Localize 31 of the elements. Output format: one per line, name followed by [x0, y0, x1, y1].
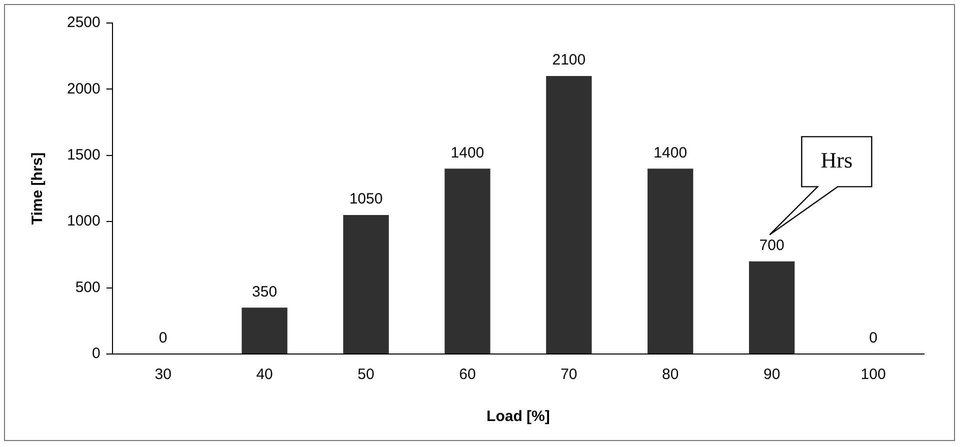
data-label: 700	[759, 236, 784, 254]
data-label: 1400	[450, 144, 484, 162]
bar	[444, 168, 490, 354]
data-label: 0	[869, 330, 878, 347]
y-axis-title: Time [hrs]	[29, 152, 46, 225]
bar	[343, 214, 389, 354]
bar	[748, 261, 795, 354]
x-tick-label: 70	[560, 366, 578, 384]
bar	[242, 308, 288, 354]
y-tick-label: 1000	[66, 212, 100, 230]
y-tick-label: 0	[92, 345, 100, 362]
data-label: 1400	[654, 144, 688, 162]
data-label: 350	[252, 283, 278, 300]
bar	[546, 76, 592, 354]
y-tick-label: 1500	[66, 146, 100, 164]
y-tick-label: 2000	[66, 80, 100, 98]
x-tick-label: 30	[154, 366, 172, 384]
x-axis-title: Load [%]	[486, 408, 550, 426]
x-tick-label: 60	[459, 366, 476, 384]
x-tick-label: 100	[860, 366, 886, 384]
bar	[648, 168, 694, 354]
x-tick-label: 90	[763, 366, 780, 384]
data-label: 1050	[349, 190, 383, 208]
y-tick-label: 500	[75, 278, 100, 296]
x-tick-label: 80	[662, 366, 679, 384]
y-tick-label: 2500	[66, 14, 100, 32]
annotation: Hrs	[820, 147, 853, 172]
data-label: 0	[158, 330, 168, 347]
x-tick-label: 50	[358, 366, 374, 384]
x-tick-label: 40	[256, 366, 273, 384]
data-label: 2100	[552, 52, 586, 69]
